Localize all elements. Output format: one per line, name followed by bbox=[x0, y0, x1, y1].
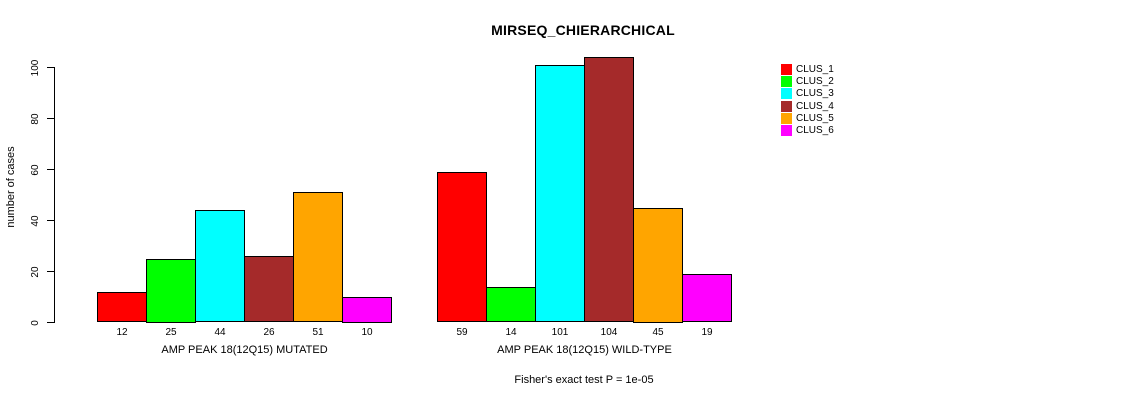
legend-swatch-icon bbox=[781, 63, 792, 75]
legend-swatch-icon bbox=[781, 112, 792, 124]
legend: CLUS_1 CLUS_2 CLUS_3 CLUS_4 CLUS_5 CLUS_6 bbox=[781, 63, 834, 137]
bar-value-label: 45 bbox=[652, 327, 664, 338]
bar-clus_1 bbox=[437, 172, 487, 323]
bar-value-label: 12 bbox=[116, 327, 128, 338]
bar-value-label: 44 bbox=[214, 327, 226, 338]
bar-clus_6 bbox=[342, 297, 392, 323]
legend-item: CLUS_1 bbox=[781, 63, 834, 75]
bar-clus_2 bbox=[486, 286, 536, 323]
bar-value-label: 51 bbox=[312, 327, 324, 338]
bar-value-label: 10 bbox=[361, 327, 373, 338]
y-tick-label: 100 bbox=[30, 59, 41, 76]
bar-clus_3 bbox=[195, 210, 245, 323]
bar-value-label: 101 bbox=[551, 327, 569, 338]
legend-item: CLUS_2 bbox=[781, 75, 834, 87]
bar-clus_5 bbox=[633, 207, 683, 323]
legend-swatch-icon bbox=[781, 88, 792, 100]
bar-clus_2 bbox=[146, 258, 196, 323]
fisher-test-annotation: Fisher's exact test P = 1e-05 bbox=[514, 374, 654, 386]
legend-item: CLUS_3 bbox=[781, 88, 834, 100]
group-axis-label: AMP PEAK 18(12Q15) WILD-TYPE bbox=[497, 344, 672, 356]
y-tick-mark bbox=[47, 169, 54, 170]
bar-value-label: 25 bbox=[165, 327, 177, 338]
legend-label: CLUS_5 bbox=[796, 112, 834, 124]
y-tick-label: 0 bbox=[30, 319, 41, 326]
y-tick-label: 80 bbox=[30, 112, 41, 125]
bar-clus_3 bbox=[535, 64, 585, 323]
legend-item: CLUS_4 bbox=[781, 100, 834, 112]
bar-clus_1 bbox=[97, 291, 147, 323]
bar-clus_4 bbox=[244, 256, 294, 323]
y-tick-mark bbox=[47, 118, 54, 119]
legend-label: CLUS_4 bbox=[796, 100, 834, 112]
legend-label: CLUS_2 bbox=[796, 75, 834, 87]
y-axis-label: number of cases bbox=[5, 146, 17, 228]
bar-value-label: 19 bbox=[701, 327, 713, 338]
legend-label: CLUS_3 bbox=[796, 88, 834, 100]
y-tick-mark bbox=[47, 271, 54, 272]
legend-swatch-icon bbox=[781, 125, 792, 137]
bar-clus_5 bbox=[293, 192, 343, 323]
legend-swatch-icon bbox=[781, 75, 792, 87]
bar-value-label: 26 bbox=[263, 327, 275, 338]
legend-label: CLUS_6 bbox=[796, 125, 834, 137]
bar-clus_6 bbox=[682, 274, 732, 323]
y-axis-line bbox=[54, 67, 55, 323]
y-tick-mark bbox=[47, 322, 54, 323]
legend-label: CLUS_1 bbox=[796, 63, 834, 75]
legend-item: CLUS_5 bbox=[781, 112, 834, 124]
bar-value-label: 104 bbox=[600, 327, 618, 338]
chart-title: MIRSEQ_CHIERARCHICAL bbox=[491, 22, 675, 38]
y-tick-label: 20 bbox=[30, 265, 41, 278]
bar-clus_4 bbox=[584, 57, 634, 323]
y-tick-label: 40 bbox=[30, 214, 41, 227]
legend-item: CLUS_6 bbox=[781, 124, 834, 137]
legend-swatch-icon bbox=[781, 100, 792, 112]
y-tick-mark bbox=[47, 67, 54, 68]
bar-value-label: 14 bbox=[505, 327, 517, 338]
y-tick-mark bbox=[47, 220, 54, 221]
group-axis-label: AMP PEAK 18(12Q15) MUTATED bbox=[161, 344, 328, 356]
y-tick-label: 60 bbox=[30, 163, 41, 176]
bar-value-label: 59 bbox=[456, 327, 468, 338]
